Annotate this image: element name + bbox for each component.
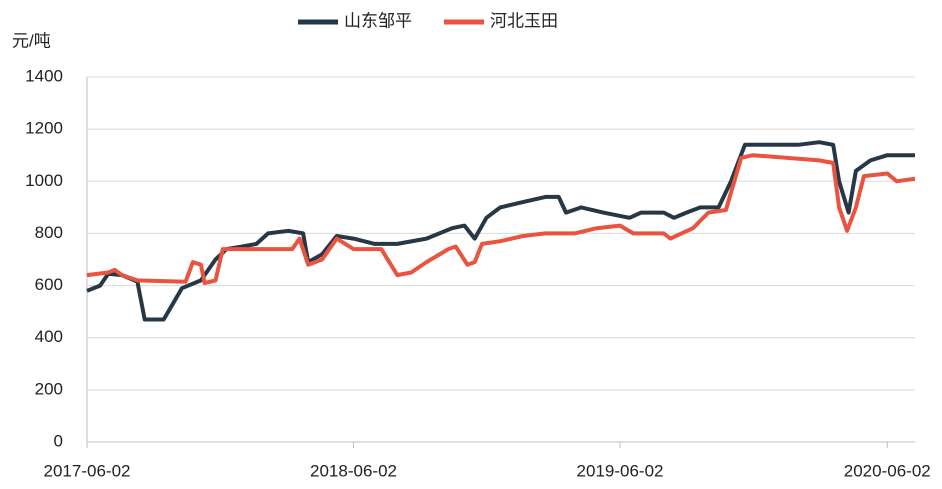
x-tick-label: 2019-06-02 bbox=[577, 461, 664, 480]
y-tick-label: 400 bbox=[35, 327, 63, 346]
y-tick-label: 200 bbox=[35, 379, 63, 398]
x-tick-label: 2020-06-02 bbox=[844, 461, 931, 480]
series-line bbox=[86, 140, 915, 322]
x-tick-label: 2017-06-02 bbox=[44, 461, 131, 480]
y-tick-label: 1000 bbox=[25, 171, 63, 190]
x-tick-label: 2018-06-02 bbox=[310, 461, 397, 480]
y-tick-label: 0 bbox=[54, 431, 63, 450]
y-tick-label: 1400 bbox=[25, 66, 63, 85]
legend-label: 河北玉田 bbox=[490, 11, 558, 30]
legend-label: 山东邹平 bbox=[344, 11, 412, 30]
y-tick-label: 800 bbox=[35, 223, 63, 242]
y-tick-label: 1200 bbox=[25, 119, 63, 138]
y-tick-label: 600 bbox=[35, 275, 63, 294]
y-axis-label: 元/吨 bbox=[12, 31, 51, 50]
series-line bbox=[86, 153, 916, 285]
